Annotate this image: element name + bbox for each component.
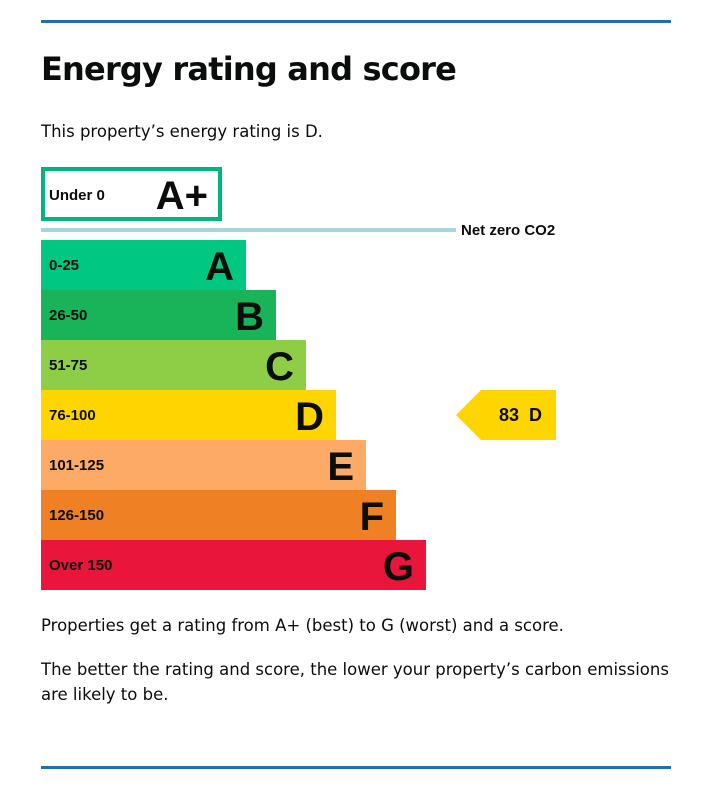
band-e-range: 101-125 xyxy=(49,457,104,474)
band-a-letter: A xyxy=(205,245,234,289)
page-title: Energy rating and score xyxy=(41,50,457,88)
band-g-range: Over 150 xyxy=(49,557,112,574)
top-rule xyxy=(41,20,671,23)
band-aplus-range: Under 0 xyxy=(49,187,105,204)
band-c-letter: C xyxy=(265,345,294,389)
band-c-range: 51-75 xyxy=(49,357,87,374)
band-aplus-box xyxy=(41,167,222,221)
band-a-bar xyxy=(41,240,246,290)
band-aplus-letter: A+ xyxy=(156,174,208,218)
band-f-range: 126-150 xyxy=(49,507,104,524)
rating-explanation: Properties get a rating from A+ (best) t… xyxy=(41,616,564,635)
net-zero-line xyxy=(41,228,456,232)
net-zero-label: Net zero CO2 xyxy=(461,222,555,239)
band-e-letter: E xyxy=(327,445,354,489)
intro-text: This property’s energy rating is D. xyxy=(41,122,323,141)
band-f-bar xyxy=(41,490,396,540)
band-e-bar xyxy=(41,440,366,490)
carbon-explanation: The better the rating and score, the low… xyxy=(41,660,669,704)
band-d-bar xyxy=(41,390,336,440)
current-score: 83 xyxy=(499,405,519,425)
current-rating-arrow xyxy=(456,390,556,440)
band-g-bar xyxy=(41,540,426,590)
band-b-bar xyxy=(41,290,276,340)
bottom-rule xyxy=(41,766,671,769)
band-d-letter: D xyxy=(295,395,324,439)
band-g-letter: G xyxy=(383,545,414,589)
band-a-range: 0-25 xyxy=(49,257,79,274)
band-f-letter: F xyxy=(360,495,384,539)
band-b-range: 26-50 xyxy=(49,307,87,324)
band-b-letter: B xyxy=(235,295,264,339)
current-letter: D xyxy=(529,405,542,425)
band-c-bar xyxy=(41,340,306,390)
band-d-range: 76-100 xyxy=(49,407,96,424)
